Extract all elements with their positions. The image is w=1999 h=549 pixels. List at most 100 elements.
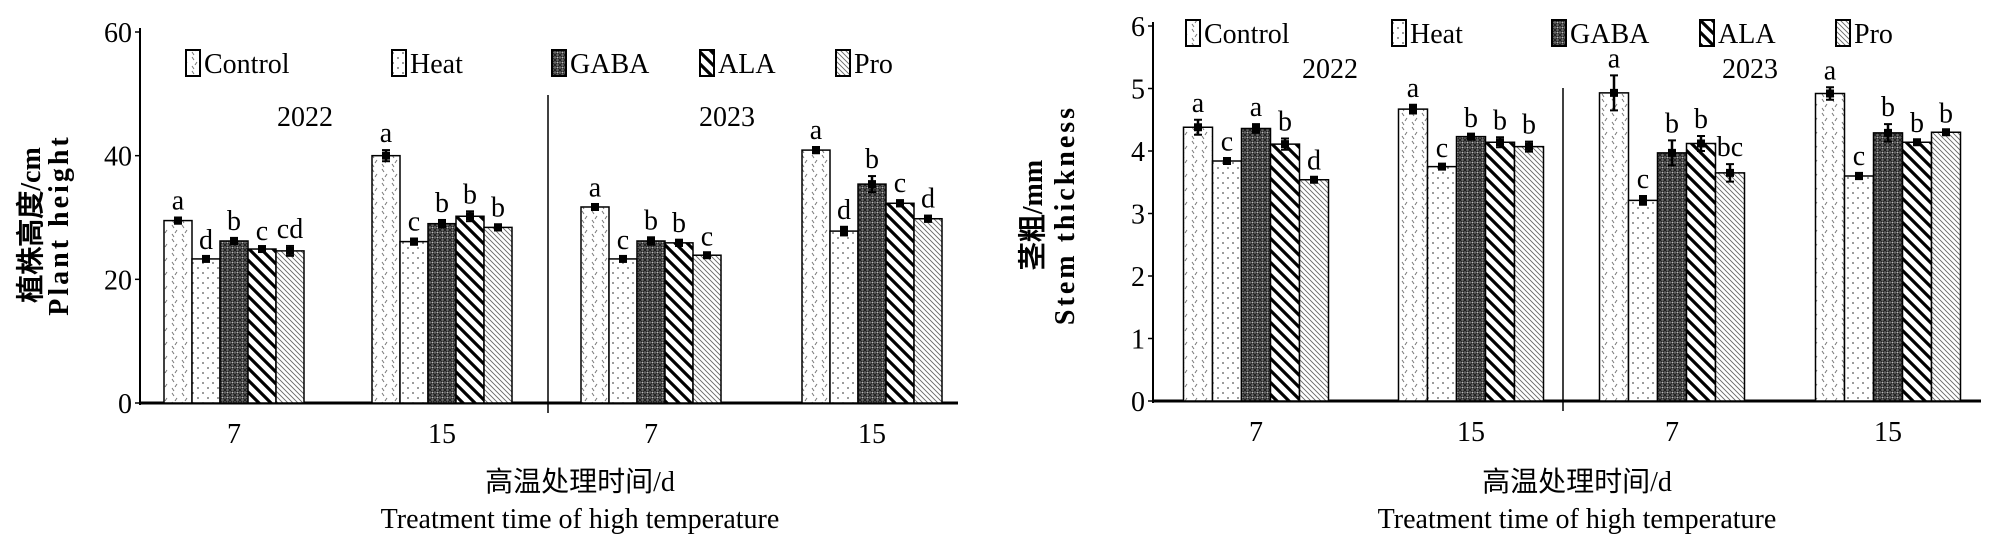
bar-control [1397,108,1429,402]
bar-ala [1685,142,1717,402]
bar-control [1814,92,1846,402]
y-tick-label: 0 [1131,387,1145,418]
bar-pro [275,250,305,404]
mean-marker [1913,138,1921,147]
significance-letter: c [617,225,629,256]
bar-control [580,206,610,404]
x-tick-label: 15 [428,419,456,450]
bar-ala [1901,141,1933,402]
bar-ala [885,202,915,404]
mean-marker [703,251,711,260]
significance-letter: b [491,192,505,223]
bar-control [371,154,401,404]
significance-letter: c [1436,133,1448,164]
significance-letter: d [199,225,213,256]
legend-label: GABA [1570,19,1650,50]
bar-control [163,219,193,404]
significance-letter: c [408,207,420,238]
mean-marker [230,236,238,245]
legend-swatch [1391,19,1407,47]
bar-gaba [1455,135,1487,402]
mean-marker [675,238,683,247]
y-tick-label: 6 [1131,12,1145,43]
significance-letter: c [256,216,268,247]
x-tick-label: 7 [227,419,241,450]
mean-marker [202,254,210,263]
y-tick-label: 5 [1131,75,1145,106]
y-axis-label-cn: 茎粗/mm [1017,160,1049,270]
bar-gaba [1656,152,1688,402]
significance-letter: c [1853,141,1865,172]
mean-marker [1252,124,1260,133]
mean-marker [494,223,502,232]
y-tick-label: 4 [1131,137,1145,168]
legend-swatch [699,49,715,77]
significance-letter: b [227,206,241,237]
significance-letter: a [380,118,393,149]
bar-gaba [1872,132,1904,402]
significance-letter: c [1637,164,1649,195]
bar-heat [1426,165,1458,402]
significance-letter: b [1881,92,1895,123]
bar-ala [664,242,694,404]
x-tick-label: 15 [1457,417,1485,448]
significance-letter: b [1665,108,1679,139]
significance-letter: a [1608,43,1621,74]
significance-letter: b [865,144,879,175]
mean-marker [896,199,904,208]
bar-ala [1484,141,1516,402]
bar-heat [1627,199,1659,402]
significance-letter: d [837,195,851,226]
mean-marker [1884,128,1892,137]
legend-swatch [551,49,567,77]
mean-marker [647,236,655,245]
bar-heat [1211,160,1243,402]
bar-gaba [219,240,249,404]
mean-marker [174,216,182,225]
mean-marker [438,219,446,228]
significance-letter: b [1464,103,1478,134]
mean-marker [382,151,390,160]
mean-marker [1438,162,1446,171]
legend-label: Heat [1410,19,1463,50]
x-tick-label: 15 [858,419,886,450]
bar-gaba [427,222,457,404]
significance-letter: cd [277,214,303,245]
bar-heat [1843,175,1875,402]
bar-heat [608,258,638,404]
bar-ala [1269,143,1301,402]
legend-label: Pro [1854,19,1893,50]
significance-letter: b [435,188,449,219]
significance-letter: b [1939,98,1953,129]
mean-marker [1639,196,1647,205]
year-label: 2023 [1722,54,1778,85]
significance-letter: c [1221,127,1233,158]
bar-pro [483,226,513,404]
legend-swatch [1551,19,1567,47]
legend-label: Control [204,49,290,80]
significance-letter: b [644,205,658,236]
mean-marker [410,237,418,246]
significance-letter: b [1694,104,1708,135]
y-tick-label: 2 [1131,262,1145,293]
x-tick-label: 15 [1874,417,1902,448]
bar-pro [1298,179,1330,402]
legend-label: ALA [718,49,776,80]
bar-control [1182,126,1214,402]
significance-letter: a [589,173,602,204]
mean-marker [1496,138,1504,147]
significance-letter: a [810,115,823,146]
y-axis-label: Plant height [44,134,75,315]
mean-marker [1525,142,1533,151]
significance-letter: b [1910,108,1924,139]
legend-swatch [835,49,851,77]
legend-swatch [185,49,201,77]
mean-marker [1855,172,1863,180]
significance-letter: a [1824,55,1837,86]
mean-marker [812,146,820,155]
bar-gaba [1240,127,1272,402]
significance-letter: a [1407,73,1420,104]
mean-marker [1942,128,1950,137]
significance-letter: c [894,168,906,199]
